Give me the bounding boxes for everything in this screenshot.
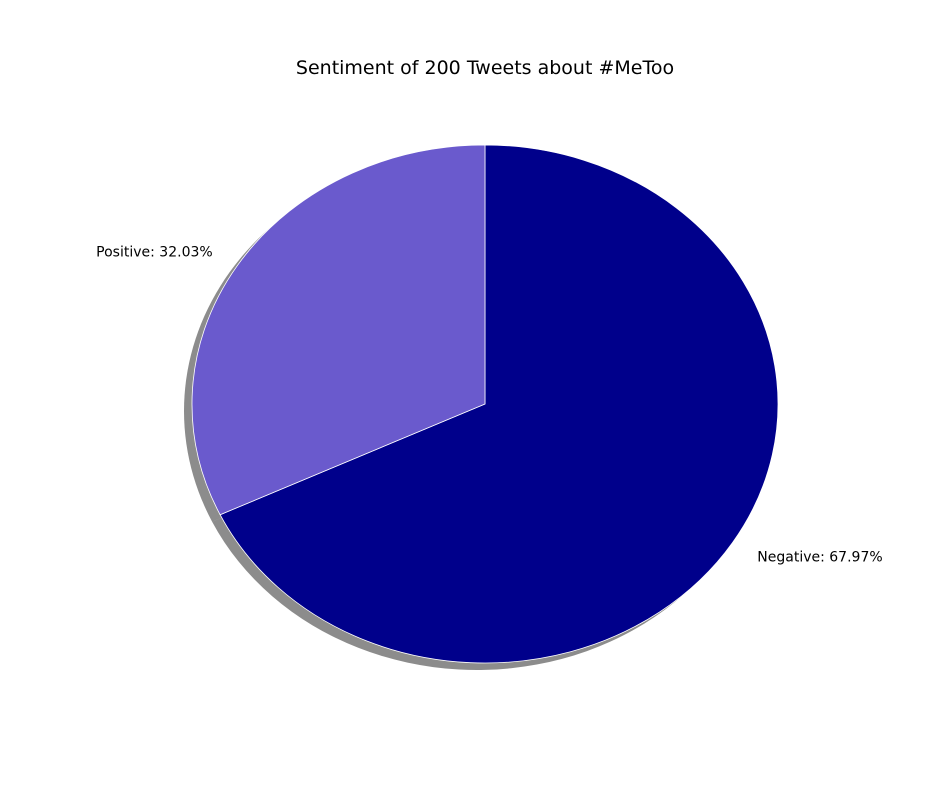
pie-slice-negative [219,144,779,664]
pie-slices [191,144,779,664]
pie-label-positive: Positive: 32.03% [96,245,213,261]
pie-label-negative: Negative: 67.97% [757,549,882,565]
chart-title: Sentiment of 200 Tweets about #MeToo [296,57,674,79]
pie-labels: Negative: 67.97% Positive: 32.03% [96,245,883,566]
pie-slice-positive [191,144,486,516]
